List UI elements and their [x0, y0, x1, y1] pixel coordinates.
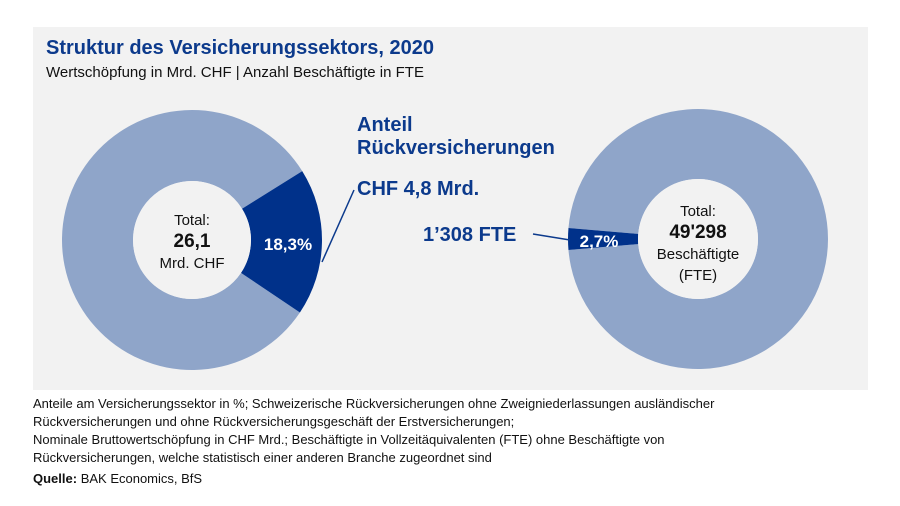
- donut-hole: [638, 179, 758, 299]
- footnote-line: Rückversicherungen und ohne Rückversiche…: [33, 414, 515, 429]
- footnote-line: Anteile am Versicherungssektor in %; Sch…: [33, 396, 715, 411]
- donut-value-added: [61, 109, 322, 371]
- slice-label: 2,7%: [580, 232, 619, 251]
- source-text: BAK Economics, BfS: [77, 471, 203, 486]
- footnotes: Anteile am Versicherungssektor in %; Sch…: [33, 395, 873, 467]
- slice-rest: [61, 109, 303, 371]
- source-label: Quelle:: [33, 471, 78, 486]
- slice-reinsurance: [240, 171, 322, 313]
- slice-reinsurance: [568, 227, 639, 251]
- chart-title: Struktur des Versicherungssektors, 2020: [46, 37, 434, 59]
- center-value: 49'298: [669, 222, 726, 243]
- source: Quelle: BAK Economics, BfS: [33, 471, 202, 486]
- center-unit: (FTE): [679, 267, 717, 284]
- center-unit: Beschäftigte: [657, 246, 740, 263]
- footnote-line: Rückversicherungen, welche statistisch e…: [33, 450, 492, 465]
- leader-line-chf: [321, 189, 355, 263]
- donut-hole: [133, 181, 251, 299]
- center-unit: Mrd. CHF: [160, 255, 225, 272]
- slice-label: 18,3%: [264, 235, 312, 254]
- annotation-heading-line: Rückversicherungen: [357, 137, 555, 159]
- slice-rest: [568, 109, 829, 370]
- center-label: Total:: [680, 203, 716, 220]
- center-value: 26,1: [174, 231, 211, 252]
- annotation-heading: Anteil Rückversicherungen: [357, 114, 555, 160]
- footnote-line: Nominale Bruttowertschöpfung in CHF Mrd.…: [33, 432, 665, 447]
- chart-subtitle: Wertschöpfung in Mrd. CHF | Anzahl Besch…: [46, 64, 424, 81]
- center-label: Total:: [174, 212, 210, 229]
- donut-employees: [568, 109, 829, 370]
- annotation-chf: CHF 4,8 Mrd.: [357, 178, 480, 200]
- leader-line-fte: [532, 233, 571, 241]
- annotation-heading-line: Anteil: [357, 114, 413, 136]
- annotation-fte: 1’308 FTE: [423, 224, 517, 246]
